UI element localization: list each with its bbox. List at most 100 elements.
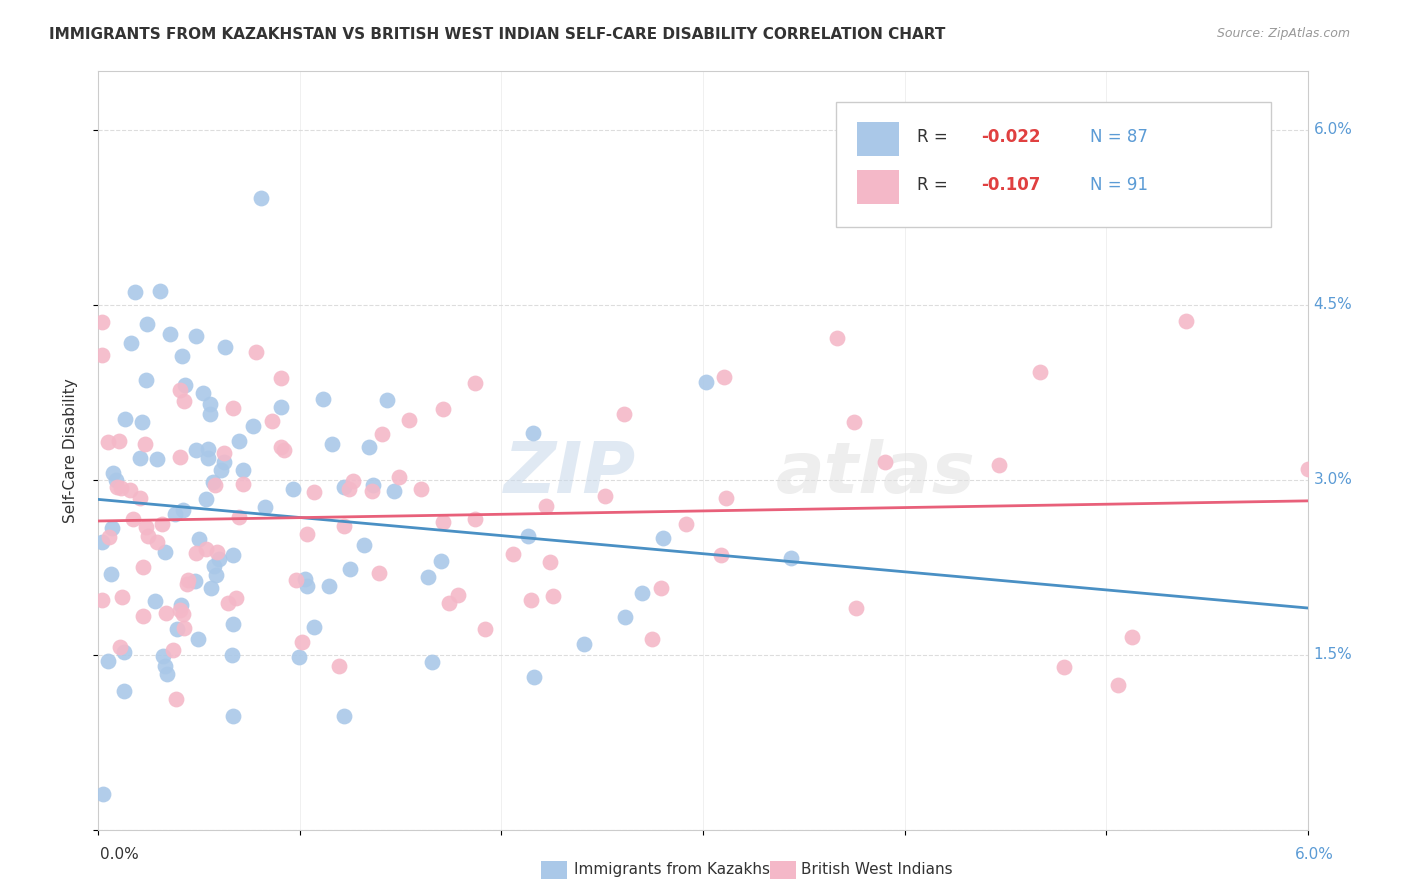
Point: [201, 475, 224, 490]
Bar: [856, 122, 898, 156]
Point: [91, 314, 114, 328]
Point: [321, 437, 343, 451]
Text: 6.0%: 6.0%: [1295, 847, 1334, 862]
Point: [332, 480, 354, 494]
Point: [177, 574, 200, 588]
Point: [411, 482, 433, 496]
Point: [245, 344, 267, 359]
Bar: [856, 169, 898, 204]
Point: [304, 619, 326, 633]
Point: [97, 654, 120, 668]
Point: [432, 516, 454, 530]
Text: British West Indians: British West Indians: [801, 863, 953, 877]
Text: N = 87: N = 87: [1090, 128, 1147, 146]
Point: [675, 516, 697, 531]
Point: [342, 474, 364, 488]
Point: [172, 350, 194, 364]
Point: [695, 376, 717, 390]
Point: [202, 558, 225, 573]
Point: [464, 512, 486, 526]
Point: [124, 285, 146, 299]
Point: [91, 534, 114, 549]
Point: [131, 415, 153, 429]
Point: [318, 579, 340, 593]
Point: [361, 484, 384, 499]
Point: [132, 560, 155, 574]
Point: [195, 491, 218, 506]
Point: [1052, 660, 1074, 674]
Text: 1.5%: 1.5%: [1313, 647, 1353, 662]
Point: [1028, 365, 1050, 379]
Point: [613, 609, 636, 624]
Text: 4.5%: 4.5%: [1313, 297, 1353, 312]
Point: [875, 455, 897, 469]
Point: [200, 397, 222, 411]
Point: [184, 574, 207, 588]
Point: [650, 581, 672, 595]
Point: [429, 554, 451, 568]
Point: [253, 500, 276, 515]
Point: [98, 530, 121, 544]
Point: [221, 648, 243, 663]
Point: [121, 512, 143, 526]
Point: [361, 478, 384, 492]
Point: [217, 597, 239, 611]
Point: [170, 599, 193, 613]
Point: [242, 419, 264, 434]
Point: [987, 458, 1010, 472]
Point: [1174, 314, 1197, 328]
Point: [169, 384, 191, 398]
Point: [713, 370, 735, 384]
Point: [200, 582, 222, 596]
Point: [132, 608, 155, 623]
Point: [155, 606, 177, 620]
Point: [134, 436, 156, 450]
Point: [152, 516, 174, 531]
Point: [1107, 678, 1129, 692]
Point: [135, 519, 157, 533]
Point: [146, 451, 169, 466]
Point: [172, 503, 194, 517]
Point: [382, 483, 405, 498]
Point: [118, 483, 141, 498]
Point: [523, 669, 546, 683]
Point: [184, 442, 207, 457]
Point: [108, 640, 131, 654]
Point: [422, 655, 444, 669]
Point: [146, 535, 169, 549]
Point: [339, 562, 361, 576]
Point: [107, 434, 129, 448]
Point: [184, 329, 207, 343]
Point: [572, 637, 595, 651]
Point: [173, 393, 195, 408]
Point: [295, 579, 318, 593]
Point: [631, 586, 654, 600]
Point: [204, 478, 226, 492]
Point: [101, 521, 124, 535]
Point: [222, 549, 245, 563]
Point: [188, 533, 211, 547]
Point: [91, 787, 114, 801]
Point: [262, 414, 284, 428]
Point: [779, 551, 801, 566]
Point: [710, 548, 733, 562]
Point: [129, 491, 152, 505]
Point: [209, 463, 232, 477]
Point: [232, 463, 254, 477]
Point: [432, 402, 454, 417]
Point: [522, 426, 544, 441]
Point: [143, 593, 166, 607]
Point: [197, 442, 219, 456]
Point: [114, 412, 136, 426]
Point: [398, 413, 420, 427]
Point: [149, 284, 172, 298]
Point: [311, 392, 333, 406]
Point: [100, 566, 122, 581]
Point: [388, 469, 411, 483]
Point: [191, 386, 214, 401]
Point: [110, 481, 132, 495]
Point: [169, 450, 191, 464]
Point: [270, 400, 292, 414]
Point: [212, 446, 235, 460]
Point: [353, 538, 375, 552]
